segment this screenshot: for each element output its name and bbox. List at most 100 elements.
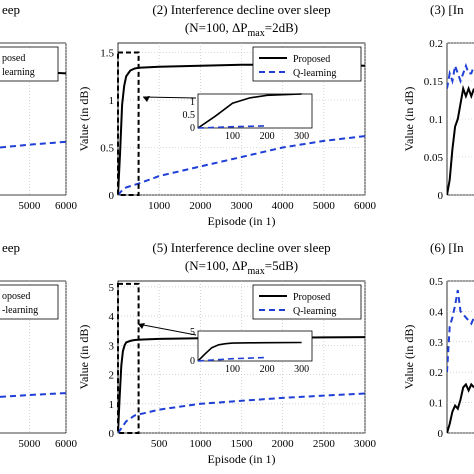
legend-label: oposed: [2, 291, 30, 302]
series-line-q-learning: [0, 392, 66, 398]
x-tick-label: 2000: [272, 438, 295, 450]
inset-y-tick-label: 0: [190, 356, 195, 367]
inset-y-tick-label: 0: [190, 123, 195, 134]
series-group: [447, 61, 474, 195]
panel-middle-bottom: (5) Interference decline over sleep (N=10…: [77, 240, 377, 466]
series-line-q-learning: [118, 135, 365, 195]
legend-label: Q-learning: [293, 68, 336, 79]
y-tick-label: 5: [109, 282, 115, 294]
arrow-head: [138, 323, 145, 329]
zoom-arrow: [142, 96, 197, 99]
inset-x-tick-label: 300: [294, 364, 309, 375]
x-tick-label: 5000: [18, 200, 41, 212]
y-tick-label: 3: [109, 340, 115, 352]
x-tick-label: 5000: [18, 438, 41, 450]
legend-label: posed: [2, 53, 25, 64]
y-axis-label: Value (in dB): [77, 87, 91, 152]
panel-left-bottom: eep 5000 6000 oposed -learning: [0, 240, 78, 450]
panel-title: (5) Interference decline over sleep: [152, 240, 330, 255]
subtitle-sub: max: [248, 266, 265, 277]
y-tick-label: 1: [109, 95, 115, 107]
subtitle-main: (N=100, ΔP: [185, 258, 248, 273]
series-line-q-learning: [0, 140, 66, 149]
legend-label: Q-learning: [293, 306, 336, 317]
x-tick-label: 2500: [313, 438, 336, 450]
legend-label: learning: [2, 67, 35, 78]
panel-title: (2) Interference decline over sleep: [152, 2, 330, 17]
y-tick-label: 1: [109, 399, 115, 411]
y-axis-label: Value (in dB): [402, 325, 416, 390]
legend-label: Proposed: [293, 292, 330, 303]
x-axis-label: Episode (in 1): [208, 214, 276, 228]
y-tick-label: 4: [109, 311, 115, 323]
x-tick-label: 6000: [55, 438, 78, 450]
series-group: [447, 289, 474, 433]
subtitle-main: (N=100, ΔP: [185, 20, 248, 35]
x-tick-label: 1000: [189, 438, 212, 450]
subtitle-sub: max: [248, 28, 265, 39]
x-tick-label: 2000: [189, 200, 212, 212]
legend-label: Proposed: [293, 54, 330, 65]
x-axis-label: Episode (in 1): [208, 452, 276, 466]
x-tick-label: 3000: [231, 200, 254, 212]
series-group: [0, 392, 66, 398]
series-line-q-learning: [118, 392, 365, 433]
x-tick-label: 6000: [55, 200, 78, 212]
y-tick-label: 0: [109, 428, 115, 440]
panel-subtitle: (N=100, ΔPmax=2dB): [185, 20, 298, 39]
panel-left-top: eep 5000 6000 posed learning: [0, 2, 78, 212]
inset-y-tick-label: 5: [190, 327, 195, 338]
inset-series-proposed: [197, 341, 302, 362]
panel-right-bottom: (6) [In 0 0.1 0.2 0.3 0.4 0.5 Value (in dB): [402, 240, 474, 440]
legend-box: [0, 284, 59, 320]
x-tick-label: 5000: [313, 200, 336, 212]
inset-plot: 100 200 300 0 0.5 1: [142, 93, 313, 142]
y-tick-label: 0.1: [429, 398, 443, 410]
y-tick-label: 0.3: [429, 337, 443, 349]
panel-title: (6) [In: [430, 240, 464, 255]
arrow-head: [143, 96, 150, 102]
panel-title: (3) [In: [430, 2, 464, 17]
y-tick-label: 0.1: [429, 114, 443, 126]
x-tick-label: 3000: [354, 438, 377, 450]
inset-series-proposed: [197, 93, 302, 129]
y-tick-label: 0.2: [429, 367, 443, 379]
panel-title: eep: [2, 2, 20, 17]
y-tick-label: 0.5: [429, 276, 443, 288]
legend-label: -learning: [2, 305, 38, 316]
panel-middle-top: (2) Interference decline over sleep (N=10…: [77, 2, 377, 228]
y-tick-label: 0.5: [100, 143, 114, 155]
y-tick-label: 2: [109, 370, 115, 382]
y-tick-label: 0: [438, 428, 444, 440]
legend-box: [0, 46, 59, 82]
inset-plot: 100 200 300 0 5: [137, 323, 313, 375]
legend-box: [252, 284, 362, 320]
y-tick-label: 0.05: [424, 152, 444, 164]
zoom-box: [117, 282, 140, 434]
inset-x-tick-label: 200: [260, 364, 275, 375]
inset-series-q-learning: [197, 356, 268, 362]
panel-subtitle: (N=100, ΔPmax=5dB): [185, 258, 298, 277]
subtitle-end: =2dB): [265, 20, 298, 35]
inset-series-q-learning: [197, 125, 268, 129]
y-tick-label: 0.2: [429, 38, 443, 50]
series-line-q-learning: [447, 289, 474, 373]
x-tick-label: 1500: [231, 438, 254, 450]
legend-box: [252, 46, 362, 82]
inset-x-tick-label: 300: [294, 131, 309, 142]
zoom-arrow: [137, 323, 197, 336]
panel-right-top: (3) [In 0 0.05 0.1 0.15 0.2 Value (in dB): [402, 2, 474, 202]
inset-frame: [197, 93, 313, 129]
series-line-proposed: [447, 84, 474, 195]
inset-x-tick-label: 100: [225, 131, 240, 142]
inset-y-tick-label: 0.5: [183, 110, 196, 121]
y-axis-label: Value (in dB): [77, 325, 91, 390]
subtitle-end: =5dB): [265, 258, 298, 273]
x-tick-label: 4000: [272, 200, 295, 212]
y-tick-label: 0.4: [429, 306, 443, 318]
inset-y-tick-label: 1: [190, 97, 195, 108]
x-tick-label: 500: [151, 438, 168, 450]
y-axis-label: Value (in dB): [402, 87, 416, 152]
series-line-proposed: [447, 382, 474, 433]
